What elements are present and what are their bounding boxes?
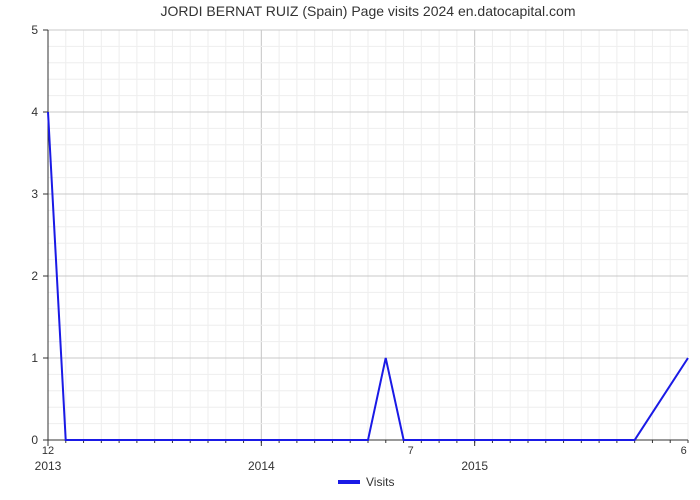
x-tick-label: 2013 (35, 459, 62, 473)
y-tick-label: 5 (31, 23, 38, 37)
line-chart: JORDI BERNAT RUIZ (Spain) Page visits 20… (0, 0, 700, 500)
y-tick-label: 4 (31, 105, 38, 119)
x-tick-label: 2014 (248, 459, 275, 473)
legend-label: Visits (366, 475, 394, 489)
point-annotation: 12 (42, 445, 54, 457)
y-tick-label: 3 (31, 187, 38, 201)
y-tick-label: 2 (31, 269, 38, 283)
point-annotation: 7 (408, 445, 414, 457)
legend-swatch (338, 480, 360, 484)
chart-title: JORDI BERNAT RUIZ (Spain) Page visits 20… (161, 3, 576, 19)
chart-container: JORDI BERNAT RUIZ (Spain) Page visits 20… (0, 0, 700, 500)
y-tick-label: 0 (31, 433, 38, 447)
point-annotation: 6 (681, 445, 687, 457)
x-tick-label: 2015 (461, 459, 488, 473)
y-tick-label: 1 (31, 351, 38, 365)
